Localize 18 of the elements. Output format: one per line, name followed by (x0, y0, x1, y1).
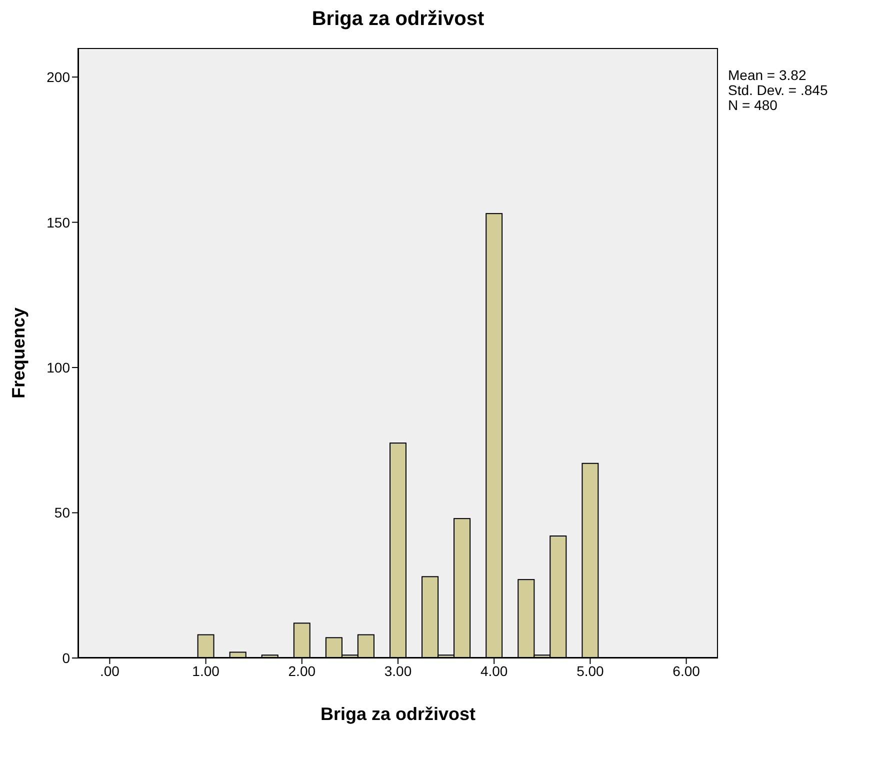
y-tick-label: 200 (46, 69, 70, 86)
x-axis-title: Briga za održivost (320, 704, 476, 724)
y-tick-label: 100 (46, 359, 70, 376)
text: Std. Dev. = .845 (728, 82, 828, 98)
y-tick-label: 50 (54, 504, 70, 521)
text: Mean = 3.82 (728, 67, 808, 83)
text: N = 480 (728, 97, 778, 113)
x-tick-label: 1.00 (192, 662, 220, 679)
x-tick-label: 6.00 (672, 662, 700, 679)
x-tick-label: 4.00 (480, 662, 508, 679)
x-tick-label: 5.00 (576, 662, 604, 679)
x-tick-label: 2.00 (288, 662, 316, 679)
x-tick-label: .00 (100, 662, 120, 679)
y-tick-label: 0 (62, 650, 70, 666)
chart-title: Briga za održivost (310, 8, 486, 32)
y-axis-title: Frequency (8, 307, 28, 399)
x-tick-label: 3.00 (384, 662, 412, 679)
y-tick-label: 150 (46, 214, 70, 230)
